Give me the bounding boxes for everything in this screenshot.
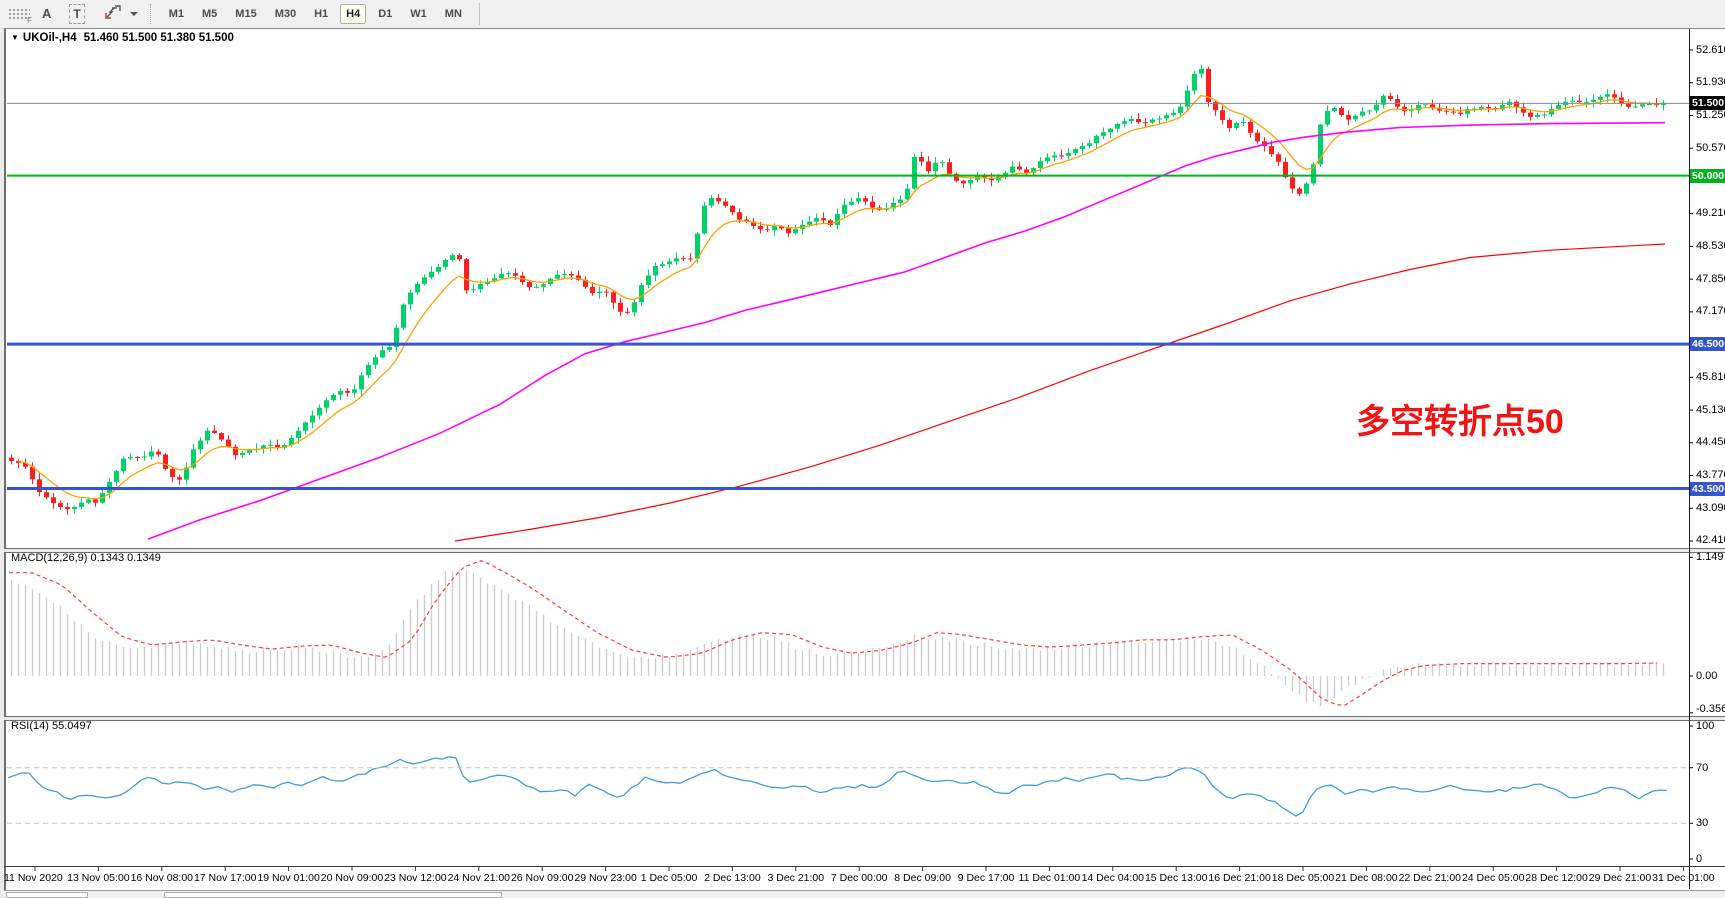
toolbar-grip-icon[interactable]: F — [8, 7, 32, 25]
chart-title: ▼ UKOil-,H4 51.460 51.500 51.380 51.500 — [11, 32, 234, 44]
date-axis-line — [4, 866, 1725, 867]
annotation-text: 多空转折点50 — [1356, 403, 1564, 441]
timeframe-button-m30[interactable]: M30 — [269, 4, 302, 24]
arrows-tool-button[interactable] — [99, 4, 127, 25]
timeframe-button-m5[interactable]: M5 — [196, 4, 223, 24]
timeframe-button-h4[interactable]: H4 — [340, 4, 367, 24]
timeframe-button-w1[interactable]: W1 — [404, 4, 433, 24]
arrows-dropdown-caret[interactable] — [129, 12, 138, 16]
quote-ohlc: 51.460 51.500 51.380 51.500 — [83, 32, 234, 44]
arrows-icon — [105, 4, 121, 19]
collapse-triangle-icon[interactable]: ▼ — [11, 33, 19, 42]
timeframe-button-m1[interactable]: M1 — [163, 4, 190, 24]
timeframe-button-d1[interactable]: D1 — [372, 4, 398, 24]
toolbar-separator-2 — [478, 3, 480, 25]
timeframe-button-h1[interactable]: H1 — [308, 4, 334, 24]
panel-separator-main-macd[interactable] — [4, 548, 1725, 553]
timeframe-button-mn[interactable]: MN — [439, 4, 468, 24]
scroll-box-2[interactable] — [164, 892, 502, 898]
timeframe-button-m15[interactable]: M15 — [229, 4, 262, 24]
macd-label: MACD(12,26,9) 0.1343 0.1349 — [11, 552, 161, 564]
symbol-label: UKOil-,H4 — [22, 32, 77, 44]
text-label-tool-button[interactable]: A — [36, 4, 57, 24]
rsi-label: RSI(14) 55.0497 — [11, 720, 92, 732]
panel-separator-macd-rsi[interactable] — [4, 716, 1725, 721]
price-axis-line[interactable] — [1689, 29, 1690, 889]
timeframe-bar: M1 M5 M15 M30 H1 H4 D1 W1 MN — [160, 4, 471, 24]
grip-f-label: F — [27, 15, 32, 25]
chart-window — [4, 28, 1725, 898]
scroll-box-1[interactable] — [6, 892, 88, 898]
toolbar-separator — [149, 4, 152, 24]
text-box-tool-button[interactable]: T — [69, 4, 85, 24]
